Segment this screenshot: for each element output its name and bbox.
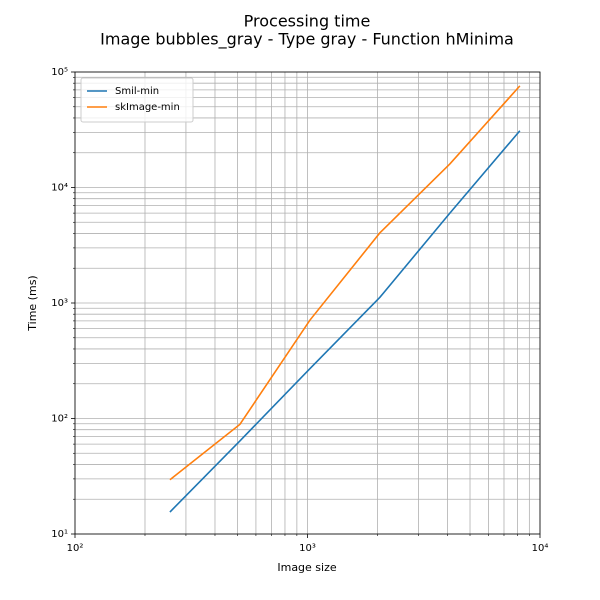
y-tick-label: 10⁵ [51, 67, 68, 78]
legend-label: Smil-min [115, 86, 159, 97]
series-line [169, 85, 521, 481]
x-tick-label: 10² [67, 543, 84, 554]
chart-title: Processing time [244, 12, 371, 31]
x-tick-label: 10³ [299, 543, 316, 554]
series-line [169, 130, 521, 513]
chart-subtitle: Image bubbles_gray - Type gray - Functio… [100, 30, 514, 50]
y-tick-label: 10⁴ [51, 183, 68, 194]
plot-frame [74, 71, 541, 535]
y-tick-label: 10² [51, 414, 68, 425]
y-tick-label: 10¹ [51, 529, 68, 540]
y-axis-label: Time (ms) [26, 275, 39, 331]
x-tick-label: 10⁴ [532, 543, 549, 554]
legend-box [80, 77, 194, 123]
legend-label: skImage-min [115, 102, 180, 113]
x-axis-label: Image size [277, 561, 337, 574]
y-tick-label: 10³ [51, 298, 68, 309]
